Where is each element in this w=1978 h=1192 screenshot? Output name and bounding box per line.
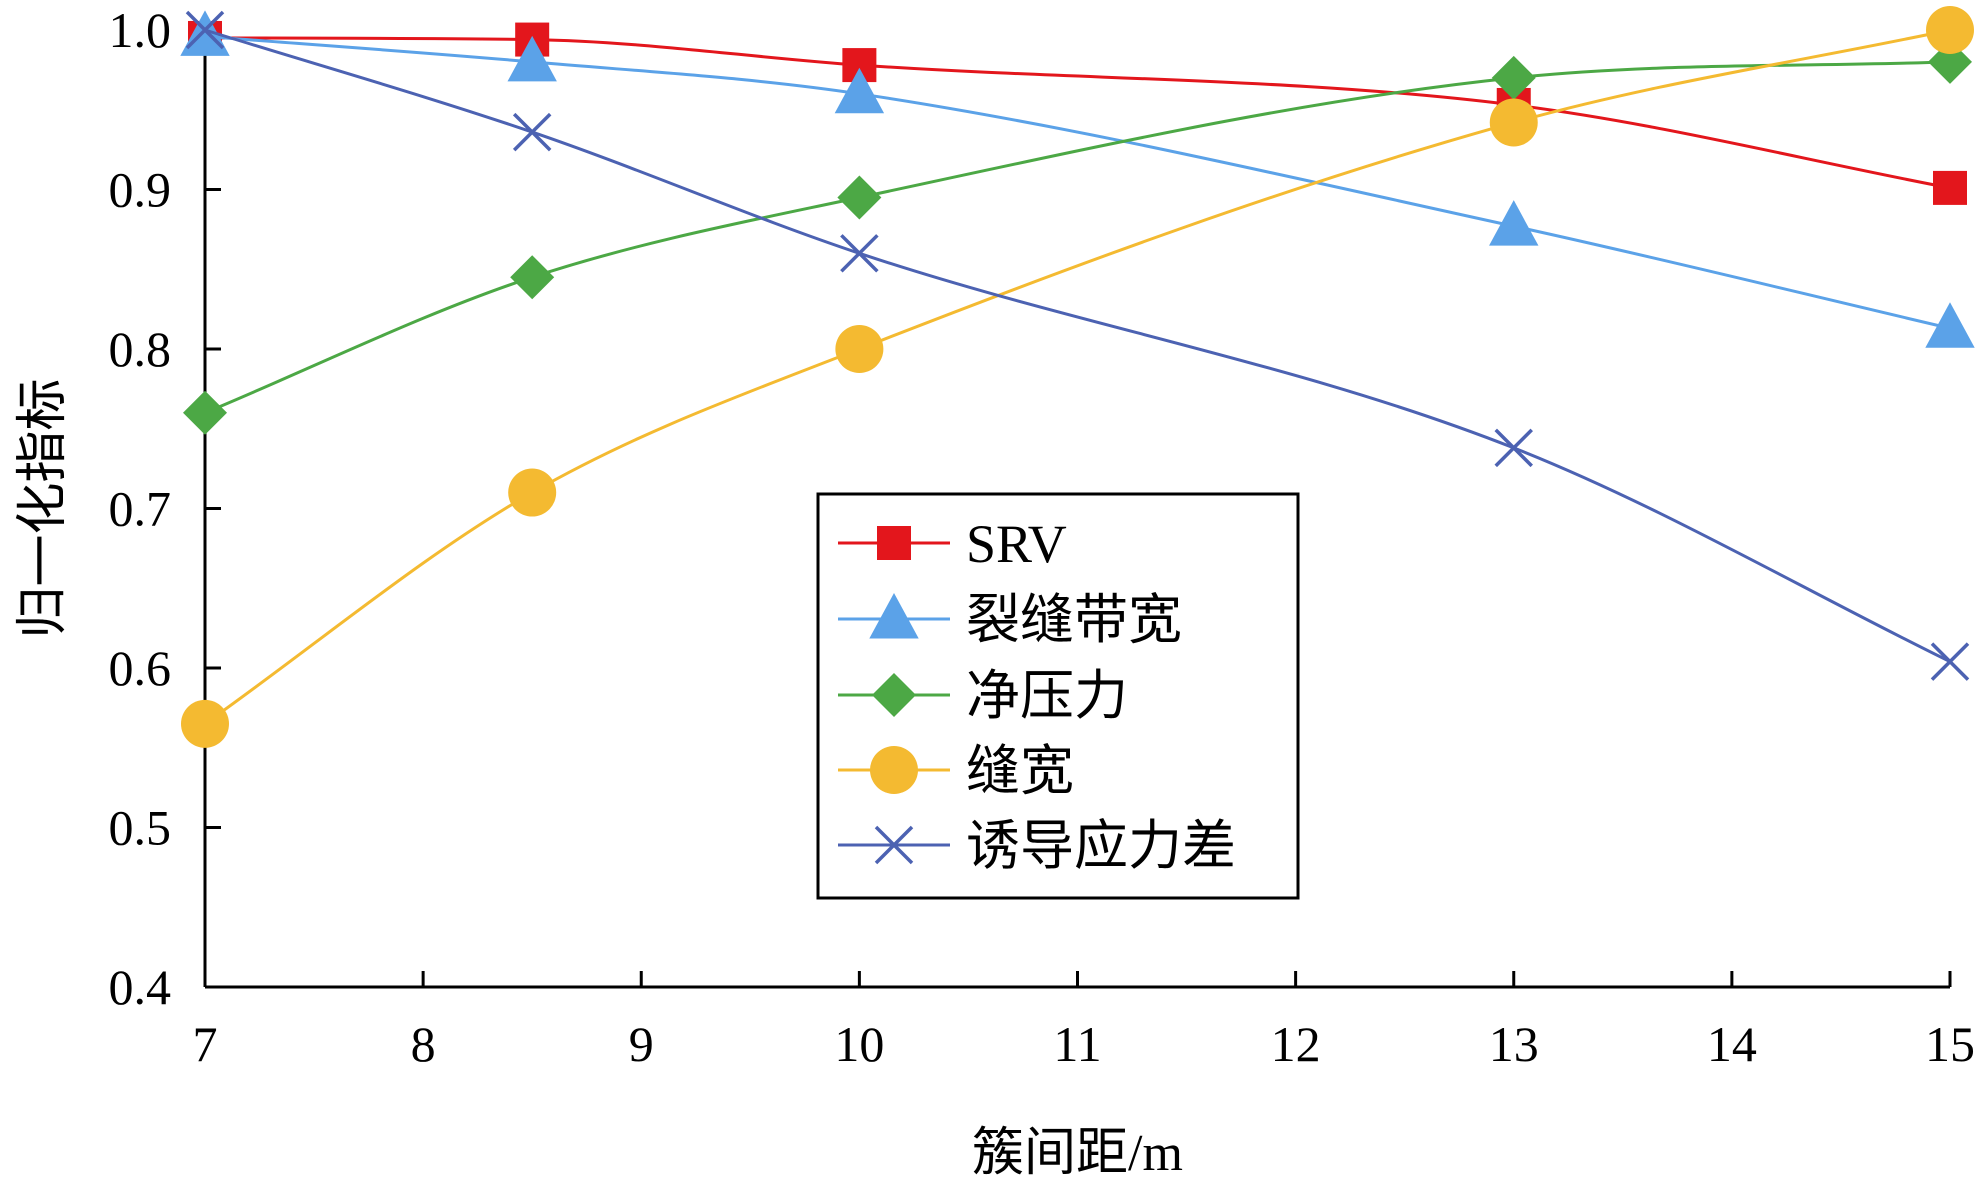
series-line [204,60,1951,415]
x-axis-title: 簇间距/m [972,1125,1183,1182]
data-point [1930,642,1970,681]
legend-label: SRV [966,514,1067,574]
data-point [1491,55,1536,100]
legend-swatch-marker [874,825,914,865]
x-tick-label: 10 [834,1016,884,1072]
series-line [204,36,1951,190]
legend-swatch-marker [877,526,911,560]
data-point [180,10,230,56]
y-tick-label: 0.6 [109,640,172,696]
series-triangle [180,10,1975,348]
legend-label: 净压力 [966,666,1128,726]
y-tick-label: 0.8 [109,321,172,377]
data-point [837,175,882,220]
data-point [507,35,557,82]
legend-entry: 诱导应力差 [838,816,1236,876]
y-axis-title: 归一化指标 [15,378,72,638]
series-group [180,6,1975,748]
y-tick-label: 0.7 [109,481,172,537]
y-tick-label: 0.9 [109,162,172,218]
data-point [181,699,229,748]
data-point [508,468,557,517]
x-tick-label: 8 [411,1016,436,1072]
data-point [1926,6,1974,54]
x-tick-label: 12 [1271,1016,1321,1072]
x-tick-label: 14 [1707,1016,1757,1072]
y-tick-label: 1.0 [109,2,172,58]
series-square [188,20,1967,205]
data-point [840,234,879,273]
data-point [183,390,227,435]
legend-entry: 缝宽 [838,741,1074,801]
y-tick-label: 0.4 [109,959,172,1015]
series-diamond [183,39,1972,435]
x-tick-label: 13 [1489,1016,1539,1072]
data-point [1489,200,1539,246]
legend-label: 裂缝带宽 [966,590,1182,650]
legend-entry: SRV [838,514,1067,574]
data-point [1494,428,1533,468]
legend-swatch-marker [872,673,916,717]
x-tick-label: 9 [629,1016,654,1072]
x-tick-label: 7 [193,1016,218,1072]
x-tick-label: 15 [1925,1016,1975,1072]
legend-swatch-marker [870,746,918,794]
x-tick-label: 11 [1053,1016,1101,1072]
data-point [510,255,555,300]
y-tick-label: 0.5 [109,800,172,856]
data-point [835,325,884,373]
data-point [1933,170,1967,205]
data-point [512,112,552,152]
tick-labels: 7 8 9 10 11 12 13 14 15 0.4 0.5 0.6 0.7 0.8 0.9 1.0 [109,2,1976,1072]
data-point [1489,98,1538,147]
data-point [1925,302,1975,348]
legend-swatch-marker [869,593,919,639]
series-line [204,28,1951,726]
series-circle [181,6,1974,748]
series-x [185,10,1970,681]
series-line [204,34,1951,330]
series-line [204,28,1951,663]
legend-entry: 裂缝带宽 [838,590,1182,650]
data-point [834,67,885,114]
legend-label: 诱导应力差 [966,816,1236,876]
legend-label: 缝宽 [966,741,1074,801]
data-point [185,10,225,50]
legend-entry: 净压力 [838,666,1128,726]
